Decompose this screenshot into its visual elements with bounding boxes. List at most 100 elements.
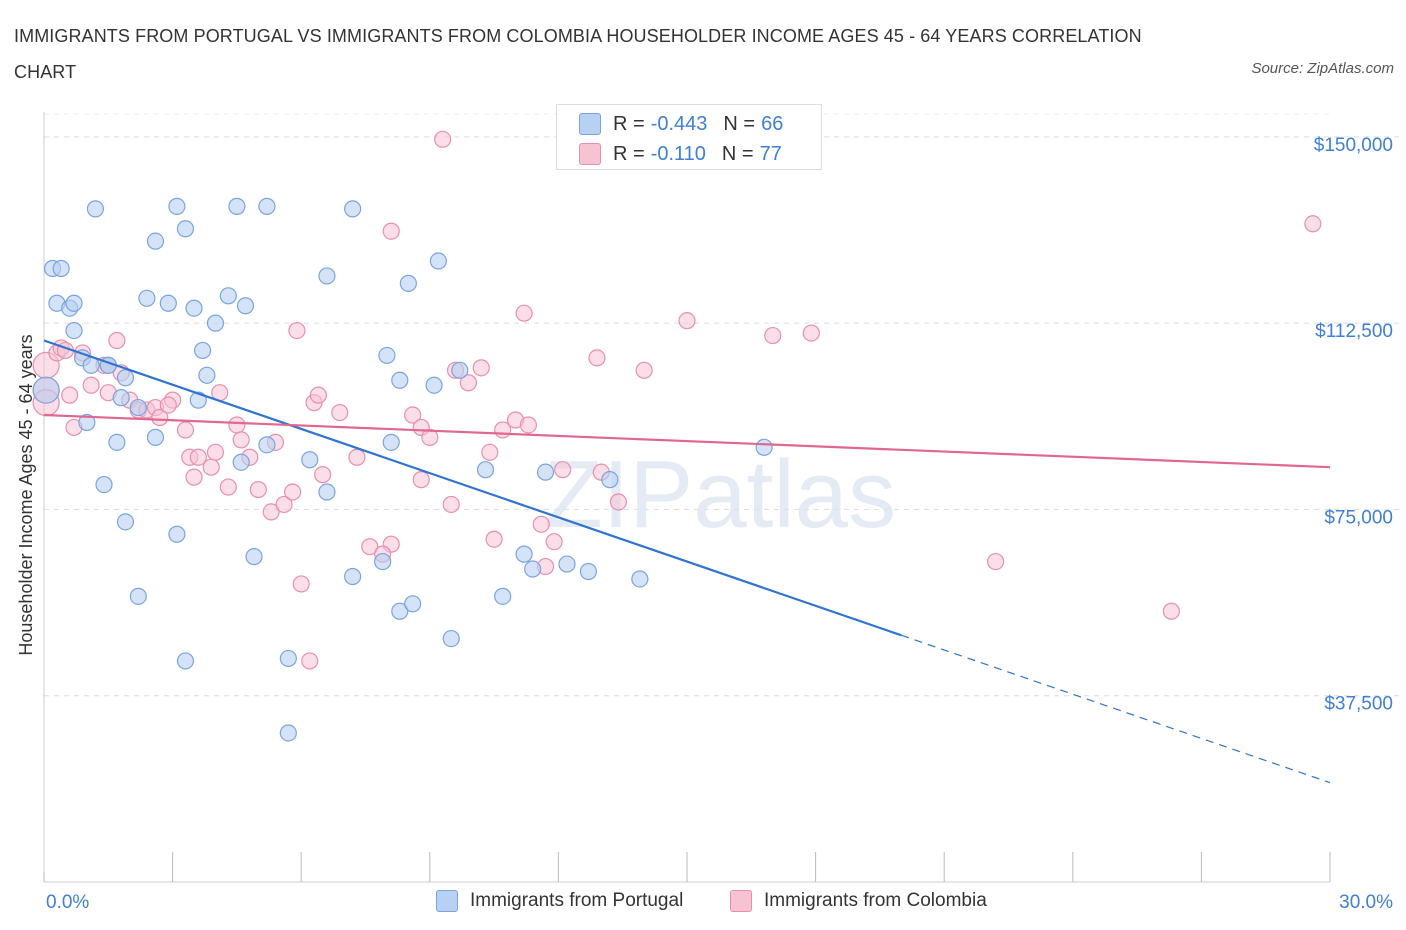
data-point-colombia xyxy=(159,396,177,414)
colombia-swatch xyxy=(579,143,601,165)
data-point-portugal xyxy=(258,436,276,454)
r-label: R = xyxy=(613,142,645,165)
data-point-portugal xyxy=(558,555,576,573)
data-point-colombia xyxy=(481,443,499,461)
data-point-colombia xyxy=(361,538,379,556)
data-point-portugal xyxy=(168,197,186,215)
trendline-portugal-extension xyxy=(901,634,1331,784)
data-point-portugal xyxy=(65,321,83,340)
data-point-colombia xyxy=(314,466,332,484)
data-point-colombia xyxy=(228,416,246,434)
data-point-portugal xyxy=(168,525,186,543)
r-label: R = xyxy=(613,112,645,135)
data-point-portugal xyxy=(301,451,319,469)
n-label: N = xyxy=(723,112,756,135)
data-point-portugal xyxy=(258,197,276,215)
data-point-portugal xyxy=(95,475,113,494)
data-point-portugal xyxy=(476,461,495,479)
data-point-colombia xyxy=(284,483,302,501)
data-point-colombia xyxy=(442,495,460,514)
data-point-colombia xyxy=(185,468,203,486)
y-tick-labels: $37,500 $75,000 $112,500 $150,000 xyxy=(1314,135,1393,715)
chart-title: IMMIGRANTS FROM PORTUGAL VS IMMIGRANTS F… xyxy=(14,26,1142,82)
n-label: N = xyxy=(721,142,754,165)
data-point-portugal xyxy=(138,289,156,307)
data-point-colombia xyxy=(588,349,606,367)
data-point-colombia xyxy=(275,495,293,514)
data-point-colombia xyxy=(519,416,537,434)
trendline-portugal xyxy=(43,339,902,637)
x-tick-label: 0.0% xyxy=(46,892,89,913)
legend-label: Immigrants from Portugal xyxy=(470,890,684,911)
data-point-portugal xyxy=(344,567,362,586)
data-point-portugal xyxy=(442,629,460,648)
data-point-colombia xyxy=(202,458,220,476)
data-point-colombia xyxy=(987,552,1005,571)
data-point-portugal xyxy=(378,346,396,365)
data-point-portugal xyxy=(494,587,512,605)
data-point-colombia xyxy=(232,431,250,449)
legend-item-portugal: Immigrants from Portugal xyxy=(436,886,683,916)
data-point-portugal xyxy=(176,652,195,670)
gridlines xyxy=(44,113,1400,697)
data-point-portugal xyxy=(116,513,135,531)
data-point-colombia xyxy=(434,130,452,148)
r-value: -0.443 xyxy=(650,112,708,135)
data-point-colombia xyxy=(532,515,550,533)
data-point-colombia xyxy=(764,326,782,345)
data-point-portugal xyxy=(159,294,177,312)
data-point-colombia xyxy=(348,448,366,466)
stats-legend-row-colombia: R = -0.110 N = 77 xyxy=(579,139,782,169)
data-point-portugal xyxy=(536,463,555,481)
data-point-colombia xyxy=(61,386,79,404)
data-point-portugal xyxy=(279,724,297,742)
data-point-portugal xyxy=(374,552,392,571)
y-tick-label: $112,500 xyxy=(1315,321,1393,342)
data-point-portugal xyxy=(194,341,212,360)
data-point-portugal xyxy=(116,369,135,387)
data-point-colombia xyxy=(82,376,100,394)
data-point-colombia xyxy=(249,480,267,499)
data-point-portugal xyxy=(228,197,246,215)
colombia-legend-swatch xyxy=(730,890,752,912)
stats-legend: R = -0.443 N = 66 R = -0.110 N = 77 xyxy=(556,104,822,170)
data-point-portugal xyxy=(232,453,250,471)
portugal-legend-swatch xyxy=(436,890,458,912)
data-point-portugal xyxy=(755,438,773,456)
source-note: Source: ZipAtlas.com xyxy=(1251,60,1394,77)
data-point-colombia xyxy=(459,374,477,392)
data-point-portugal xyxy=(318,267,336,285)
data-point-colombia xyxy=(678,312,696,330)
trendline-colombia xyxy=(43,413,1331,469)
legend-label: Immigrants from Colombia xyxy=(764,890,987,911)
data-point-colombia xyxy=(485,530,503,548)
data-point-colombia xyxy=(292,575,310,593)
data-point-portugal xyxy=(279,649,297,668)
data-point-portugal xyxy=(198,366,216,384)
data-point-colombia xyxy=(1162,602,1180,620)
portugal-swatch xyxy=(579,113,601,135)
data-point-portugal xyxy=(579,562,598,581)
data-point-portugal xyxy=(245,548,263,566)
y-axis-label: Householder Income Ages 45 - 64 years xyxy=(16,334,36,655)
data-point-colombia xyxy=(309,386,327,404)
watermark: ZIPatlas xyxy=(544,441,896,548)
legend-item-colombia: Immigrants from Colombia xyxy=(730,886,987,916)
y-tick-label: $150,000 xyxy=(1314,135,1393,156)
stats-legend-row-portugal: R = -0.443 N = 66 xyxy=(579,109,783,139)
data-point-portugal xyxy=(206,314,225,332)
data-point-portugal xyxy=(52,259,70,278)
data-point-portugal xyxy=(146,428,165,446)
data-point-colombia xyxy=(151,408,169,427)
data-point-portugal xyxy=(399,274,417,292)
data-point-portugal xyxy=(185,299,203,317)
data-point-portugal xyxy=(318,483,336,501)
n-value: 66 xyxy=(761,112,784,135)
data-point-portugal xyxy=(425,376,443,394)
data-point-portugal xyxy=(129,398,147,417)
data-point-colombia xyxy=(472,359,490,377)
data-point-colombia xyxy=(262,503,280,521)
x-tick-labels: 0.0% 30.0% xyxy=(46,892,1393,913)
data-point-colombia xyxy=(1304,215,1322,233)
